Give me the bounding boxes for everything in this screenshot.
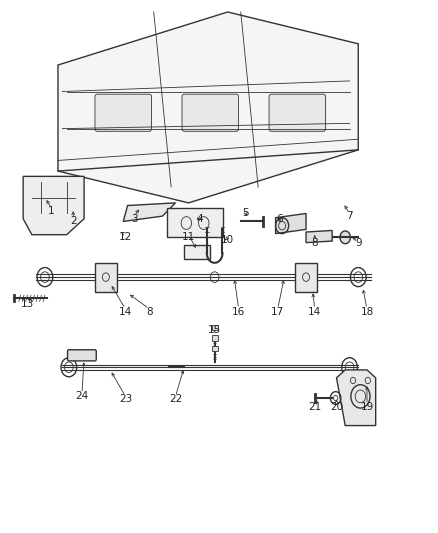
Text: 15: 15 (208, 325, 221, 335)
Polygon shape (58, 12, 358, 203)
Text: 8: 8 (146, 306, 153, 317)
Text: 14: 14 (119, 306, 132, 317)
Text: 13: 13 (21, 298, 34, 309)
Polygon shape (23, 176, 84, 235)
Text: 12: 12 (119, 232, 132, 243)
Text: 22: 22 (169, 394, 182, 404)
FancyBboxPatch shape (67, 350, 96, 361)
FancyBboxPatch shape (184, 245, 210, 259)
Text: 16: 16 (232, 306, 245, 317)
Text: 24: 24 (75, 391, 88, 401)
Polygon shape (336, 370, 376, 425)
Text: 23: 23 (119, 394, 132, 404)
Text: 7: 7 (346, 211, 353, 221)
Text: 11: 11 (182, 232, 195, 243)
FancyBboxPatch shape (95, 94, 152, 131)
Text: 4: 4 (196, 214, 203, 224)
Text: 5: 5 (242, 208, 248, 219)
FancyBboxPatch shape (212, 346, 218, 351)
Text: 18: 18 (360, 306, 374, 317)
Text: 21: 21 (308, 402, 321, 412)
Text: 19: 19 (360, 402, 374, 412)
FancyBboxPatch shape (182, 94, 239, 131)
Polygon shape (276, 214, 306, 233)
Text: 1: 1 (48, 206, 55, 216)
FancyBboxPatch shape (212, 325, 218, 330)
FancyBboxPatch shape (167, 208, 223, 237)
Text: 8: 8 (311, 238, 318, 248)
Polygon shape (306, 230, 332, 243)
Text: 10: 10 (221, 235, 234, 245)
Text: 9: 9 (355, 238, 362, 248)
Polygon shape (123, 203, 176, 221)
FancyBboxPatch shape (95, 263, 117, 292)
FancyBboxPatch shape (295, 263, 317, 292)
Text: 3: 3 (131, 214, 138, 224)
FancyBboxPatch shape (269, 94, 325, 131)
Text: 14: 14 (308, 306, 321, 317)
Text: 6: 6 (277, 214, 283, 224)
Circle shape (340, 231, 350, 244)
Text: 2: 2 (70, 216, 77, 227)
FancyBboxPatch shape (212, 335, 218, 341)
Text: 20: 20 (330, 402, 343, 412)
Text: 17: 17 (271, 306, 284, 317)
